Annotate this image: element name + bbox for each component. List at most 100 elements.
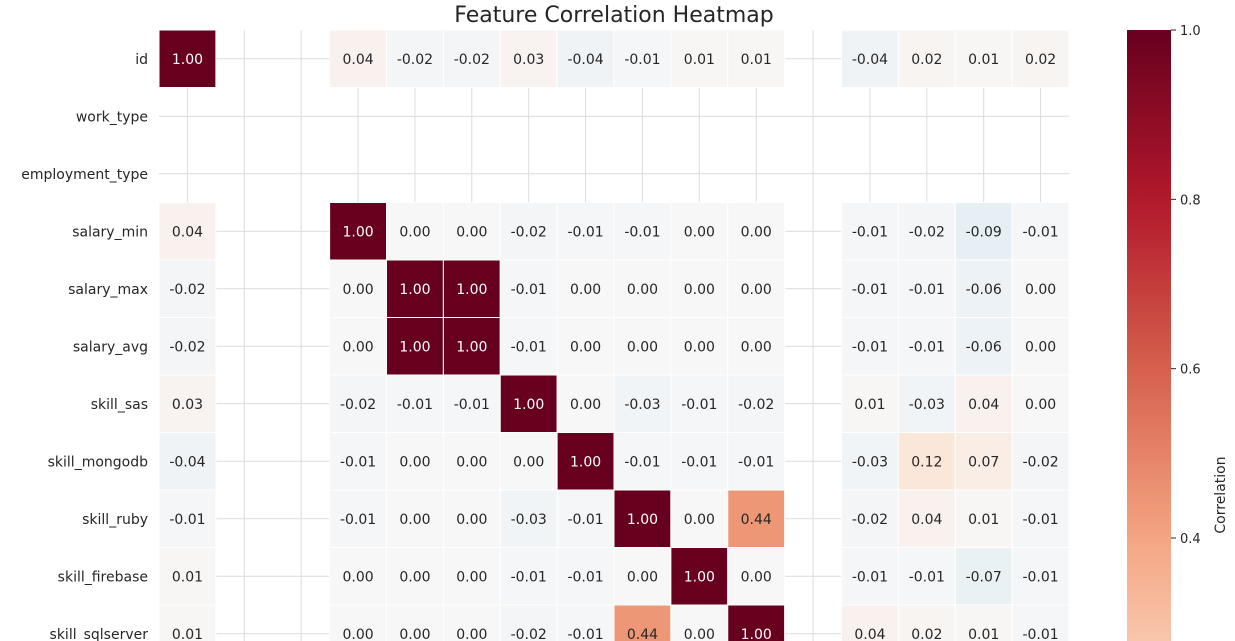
heatmap-cell <box>1011 317 1070 376</box>
cell-value-label: 0.00 <box>1025 339 1056 355</box>
colorbar: 0.4 0.6 0.8 1.0 Correlation <box>1127 24 1229 641</box>
cell-value-label: -0.04 <box>169 454 205 470</box>
row-label: skill_mongodb <box>48 454 148 470</box>
heatmap-cell <box>556 202 615 261</box>
cell-value-label: -0.01 <box>511 282 547 298</box>
heatmap-cell <box>499 432 558 491</box>
cell-value-label: 0.00 <box>684 282 715 298</box>
cell-value-label: -0.06 <box>966 282 1002 298</box>
heatmap-cell <box>727 259 786 318</box>
cell-value-label: -0.01 <box>1022 569 1058 585</box>
heatmap-cell <box>1011 604 1070 641</box>
cell-value-label: 0.00 <box>1025 282 1056 298</box>
heatmap-cell <box>613 317 672 376</box>
cell-value-label: -0.01 <box>511 339 547 355</box>
heatmap-cell <box>954 202 1013 261</box>
cell-value-label: -0.01 <box>909 569 945 585</box>
heatmap-cell <box>841 202 899 261</box>
cell-value-label: 0.00 <box>627 339 658 355</box>
cell-value-label: 0.00 <box>456 454 487 470</box>
cell-value-label: -0.01 <box>1022 224 1058 240</box>
cell-value-label: 0.00 <box>684 627 715 641</box>
row-label: skill_firebase <box>58 569 148 585</box>
cell-value-label: -0.01 <box>567 569 603 585</box>
heatmap-cell <box>386 489 444 548</box>
heatmap-cell <box>727 489 786 548</box>
heatmap-cell <box>329 432 387 491</box>
cell-value-label: 1.00 <box>741 627 772 641</box>
cell-value-label: 0.00 <box>741 224 772 240</box>
cell-value-label: 1.00 <box>172 52 203 68</box>
cell-value-label: 1.00 <box>399 282 430 298</box>
colorbar-tick-label: 0.8 <box>1180 193 1201 208</box>
heatmap-cell <box>386 29 444 88</box>
cell-value-label: 0.00 <box>456 512 487 528</box>
cell-value-label: -0.02 <box>1022 454 1058 470</box>
cell-value-label: 0.01 <box>854 397 885 413</box>
chart-title: Feature Correlation Heatmap <box>454 3 774 28</box>
heatmap-cell <box>1011 374 1070 433</box>
cell-value-label: -0.01 <box>852 569 888 585</box>
row-label: id <box>135 52 148 68</box>
cell-value-label: -0.01 <box>624 224 660 240</box>
heatmap-cell <box>442 29 501 88</box>
cell-value-label: 0.44 <box>627 627 658 641</box>
cell-value-label: -0.01 <box>567 627 603 641</box>
heatmap-cell <box>954 547 1013 606</box>
cell-value-label: 0.04 <box>342 52 373 68</box>
heatmap-cells: 1.00 0.04 -0.02 -0.02 0.03 -0.04 -0.01 0.01 0.01… <box>158 29 1070 641</box>
cell-value-label: 0.44 <box>741 512 772 528</box>
cell-value-label: 0.00 <box>399 224 430 240</box>
cell-value-label: 0.00 <box>741 282 772 298</box>
cell-value-label: -0.04 <box>852 52 888 68</box>
heatmap-cell <box>727 202 786 261</box>
cell-value-label: 0.00 <box>1025 397 1056 413</box>
cell-value-label: -0.01 <box>852 339 888 355</box>
colorbar-tick-label: 1.0 <box>1180 24 1201 39</box>
heatmap-cell <box>158 317 217 376</box>
cell-value-label: 1.00 <box>399 339 430 355</box>
cell-value-label: 0.04 <box>854 627 885 641</box>
cell-value-label: 0.00 <box>456 224 487 240</box>
cell-value-label: 1.00 <box>684 569 715 585</box>
heatmap-cell <box>556 317 615 376</box>
cell-value-label: 0.01 <box>741 52 772 68</box>
cell-value-label: 0.03 <box>172 397 203 413</box>
cell-value-label: -0.03 <box>624 397 660 413</box>
heatmap-cell <box>841 604 899 641</box>
heatmap-cell <box>841 489 899 548</box>
heatmap-cell <box>613 374 672 433</box>
heatmap-cell <box>841 432 899 491</box>
cell-value-label: -0.01 <box>681 454 717 470</box>
cell-value-label: -0.01 <box>454 397 490 413</box>
cell-value-label: 0.00 <box>342 282 373 298</box>
heatmap-cell <box>442 432 501 491</box>
heatmap-cell <box>897 604 956 641</box>
cell-value-label: 0.00 <box>627 282 658 298</box>
heatmap-cell <box>556 259 615 318</box>
heatmap-cell <box>556 604 615 641</box>
cell-value-label: -0.01 <box>738 454 774 470</box>
cell-value-label: 1.00 <box>456 339 487 355</box>
cell-value-label: -0.02 <box>397 52 433 68</box>
heatmap-cell <box>727 317 786 376</box>
heatmap-cell <box>556 547 615 606</box>
cell-value-label: -0.02 <box>738 397 774 413</box>
heatmap-cell <box>1011 29 1070 88</box>
cell-value-label: 1.00 <box>627 512 658 528</box>
heatmap-cell <box>841 317 899 376</box>
heatmap-cell <box>670 202 729 261</box>
heatmap-cell <box>158 489 217 548</box>
cell-value-label: 0.07 <box>968 454 999 470</box>
cell-value-label: -0.02 <box>909 224 945 240</box>
cell-value-label: -0.02 <box>852 512 888 528</box>
cell-value-label: 0.00 <box>399 627 430 641</box>
heatmap-cell <box>499 489 558 548</box>
cell-value-label: -0.02 <box>454 52 490 68</box>
cell-value-label: 0.01 <box>684 52 715 68</box>
heatmap-cell <box>499 604 558 641</box>
cell-value-label: -0.03 <box>852 454 888 470</box>
heatmap-cell <box>613 29 672 88</box>
cell-value-label: 0.00 <box>741 339 772 355</box>
cell-value-label: 0.00 <box>741 569 772 585</box>
